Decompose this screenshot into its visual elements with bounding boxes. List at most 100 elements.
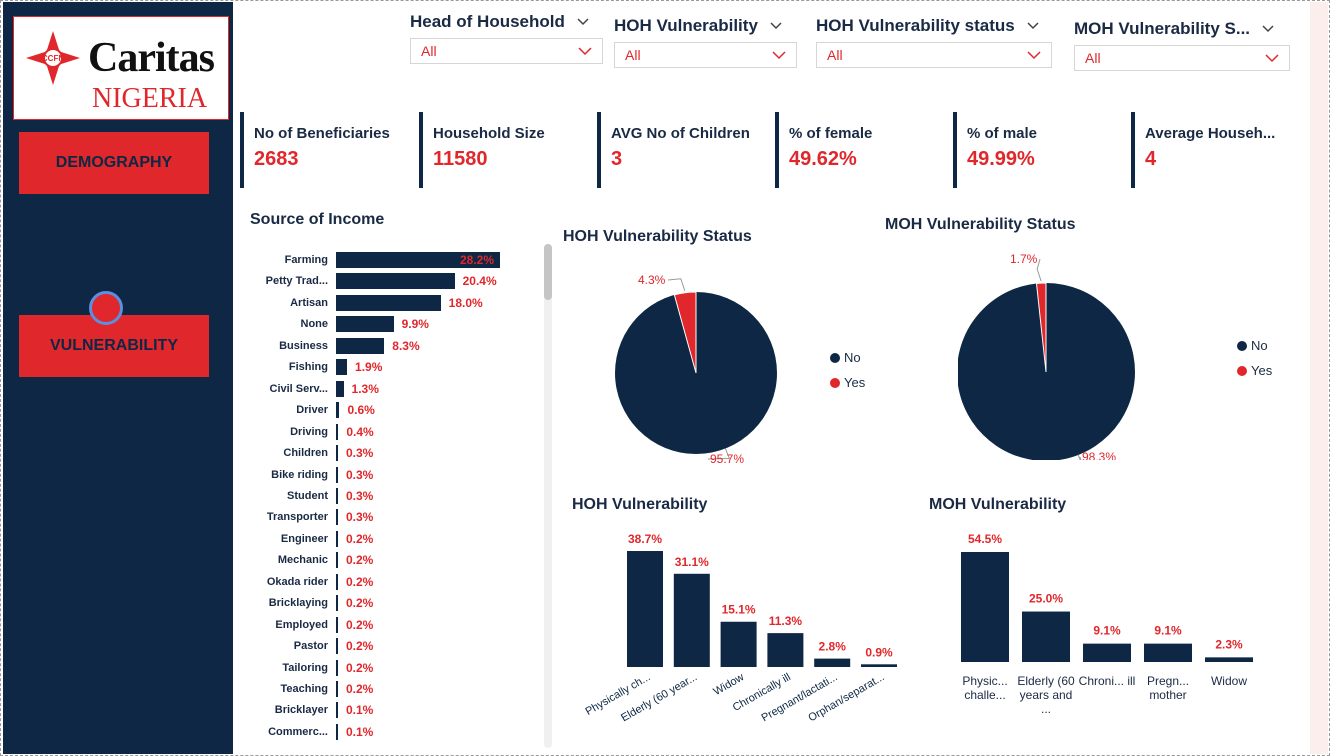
income-row[interactable]: Employed 0.2% — [250, 615, 550, 636]
column-category-label: Elderly (60 years and ... — [1017, 674, 1075, 716]
income-row[interactable]: Tailoring 0.2% — [250, 658, 550, 679]
filter-dropdown[interactable]: All — [816, 42, 1052, 68]
income-value-label: 0.2% — [346, 639, 374, 654]
income-bar[interactable] — [336, 681, 338, 697]
income-bar[interactable] — [336, 423, 339, 440]
legend-item-no[interactable]: No — [1237, 333, 1272, 358]
chevron-down-icon[interactable] — [577, 16, 589, 28]
income-bar[interactable] — [336, 573, 338, 590]
legend-item-yes[interactable]: Yes — [830, 370, 865, 395]
income-row[interactable]: Bike riding 0.3% — [250, 465, 550, 486]
income-row[interactable]: Bricklaying 0.2% — [250, 593, 550, 614]
income-bar[interactable] — [336, 359, 348, 376]
income-row[interactable]: Driver 0.6% — [250, 400, 550, 421]
income-bar[interactable] — [336, 445, 338, 462]
kpi-card-female: % of female 49.62% — [775, 112, 945, 188]
income-bar[interactable] — [336, 723, 338, 740]
chevron-down-icon[interactable] — [770, 20, 782, 32]
income-row[interactable]: Farming 28.2% — [250, 250, 550, 271]
caritas-cross-icon: CCFN — [26, 31, 80, 85]
income-row[interactable]: Bricklayer 0.1% — [250, 700, 550, 721]
income-row[interactable]: Civil Serv... 1.3% — [250, 379, 550, 400]
income-row[interactable]: Driving 0.4% — [250, 422, 550, 443]
income-bar[interactable] — [336, 616, 338, 633]
income-category-label: Mechanic — [277, 554, 328, 567]
income-row[interactable]: Mechanic 0.2% — [250, 550, 550, 571]
filter-title: Head of Household — [410, 12, 565, 31]
income-row[interactable]: None 9.9% — [250, 314, 550, 335]
income-scrollbar[interactable] — [544, 244, 552, 748]
filter-hoh-vulnerability-status[interactable]: HOH Vulnerability status All — [816, 16, 1052, 68]
column-bar — [673, 573, 710, 667]
income-row[interactable]: Pastor 0.2% — [250, 636, 550, 657]
income-row[interactable]: Teaching 0.2% — [250, 679, 550, 700]
income-category-label: Driver — [296, 404, 328, 417]
pie-label-yes: 1.7% — [1010, 252, 1038, 266]
income-bar[interactable] — [336, 530, 338, 547]
income-bar[interactable] — [336, 659, 338, 676]
kpi-value: 4 — [1145, 148, 1157, 170]
hoh-status-pie: 4.3% 95.7% — [615, 273, 777, 466]
filter-dropdown[interactable]: All — [1074, 45, 1290, 71]
filter-dropdown[interactable]: All — [614, 42, 797, 68]
income-bar[interactable] — [336, 702, 338, 719]
kpi-label: % of male — [967, 125, 1038, 142]
filter-head-of-household[interactable]: Head of Household All — [410, 12, 603, 64]
filter-hoh-vulnerability[interactable]: HOH Vulnerability All — [614, 16, 797, 68]
income-row[interactable]: Petty Trad... 20.4% — [250, 271, 550, 292]
income-bar[interactable] — [336, 552, 338, 569]
income-bar[interactable] — [336, 337, 385, 354]
column-value-label: 11.3% — [769, 614, 803, 628]
active-page-indicator — [89, 291, 123, 325]
demography-button[interactable]: DEMOGRAPHY — [19, 132, 209, 194]
column-value-label: 25.0% — [1029, 592, 1063, 606]
income-bar[interactable] — [336, 252, 500, 268]
income-row[interactable]: Student 0.3% — [250, 486, 550, 507]
legend-label: No — [844, 350, 861, 365]
income-category-label: Business — [279, 339, 328, 352]
column-category-label: Widow — [1210, 674, 1247, 688]
kpi-label: AVG No of Children — [611, 125, 750, 142]
income-bar[interactable] — [336, 294, 441, 311]
income-value-label: 0.4% — [346, 424, 374, 439]
income-value-label: 28.2% — [460, 253, 495, 267]
filter-dropdown[interactable]: All — [410, 38, 603, 64]
income-bar[interactable] — [336, 595, 338, 612]
income-bar[interactable] — [336, 402, 340, 419]
income-bar[interactable] — [336, 466, 338, 483]
income-bar[interactable] — [336, 487, 338, 504]
filter-title: HOH Vulnerability status — [816, 16, 1015, 35]
income-bar[interactable] — [336, 638, 338, 655]
chevron-down-icon[interactable] — [1262, 23, 1274, 35]
income-row[interactable]: Commerc... 0.1% — [250, 722, 550, 743]
column-bar — [1144, 643, 1192, 662]
income-row[interactable]: Engineer 0.2% — [250, 529, 550, 550]
hoh-status-legend: No Yes — [830, 345, 865, 395]
column-bar — [861, 664, 897, 667]
legend-item-no[interactable]: No — [830, 345, 865, 370]
income-category-label: Children — [283, 447, 328, 460]
income-bar[interactable] — [336, 316, 394, 333]
income-value-label: 0.2% — [346, 531, 374, 546]
income-row[interactable]: Business 8.3% — [250, 336, 550, 357]
income-category-label: Petty Trad... — [265, 275, 328, 288]
legend-item-yes[interactable]: Yes — [1237, 358, 1272, 383]
income-bar[interactable] — [336, 509, 338, 526]
vulnerability-button[interactable]: VULNERABILITY — [19, 315, 209, 377]
chevron-down-icon[interactable] — [1027, 20, 1039, 32]
scrollbar-thumb[interactable] — [544, 244, 552, 300]
income-bar[interactable] — [336, 273, 455, 290]
income-row[interactable]: Artisan 18.0% — [250, 293, 550, 314]
chevron-down-icon — [1027, 51, 1041, 60]
legend-dot — [1237, 365, 1247, 376]
income-row[interactable]: Fishing 1.9% — [250, 357, 550, 378]
income-row[interactable]: Transporter 0.3% — [250, 507, 550, 528]
income-row[interactable]: Children 0.3% — [250, 443, 550, 464]
filter-moh-vulnerability-status[interactable]: MOH Vulnerability S... All — [1074, 19, 1290, 71]
legend-dot — [1237, 340, 1247, 351]
filter-title: MOH Vulnerability S... — [1074, 19, 1251, 38]
filter-title: HOH Vulnerability — [614, 16, 758, 35]
column-value-label: 31.1% — [675, 555, 709, 569]
income-bar[interactable] — [336, 380, 344, 397]
income-row[interactable]: Okada rider 0.2% — [250, 572, 550, 593]
